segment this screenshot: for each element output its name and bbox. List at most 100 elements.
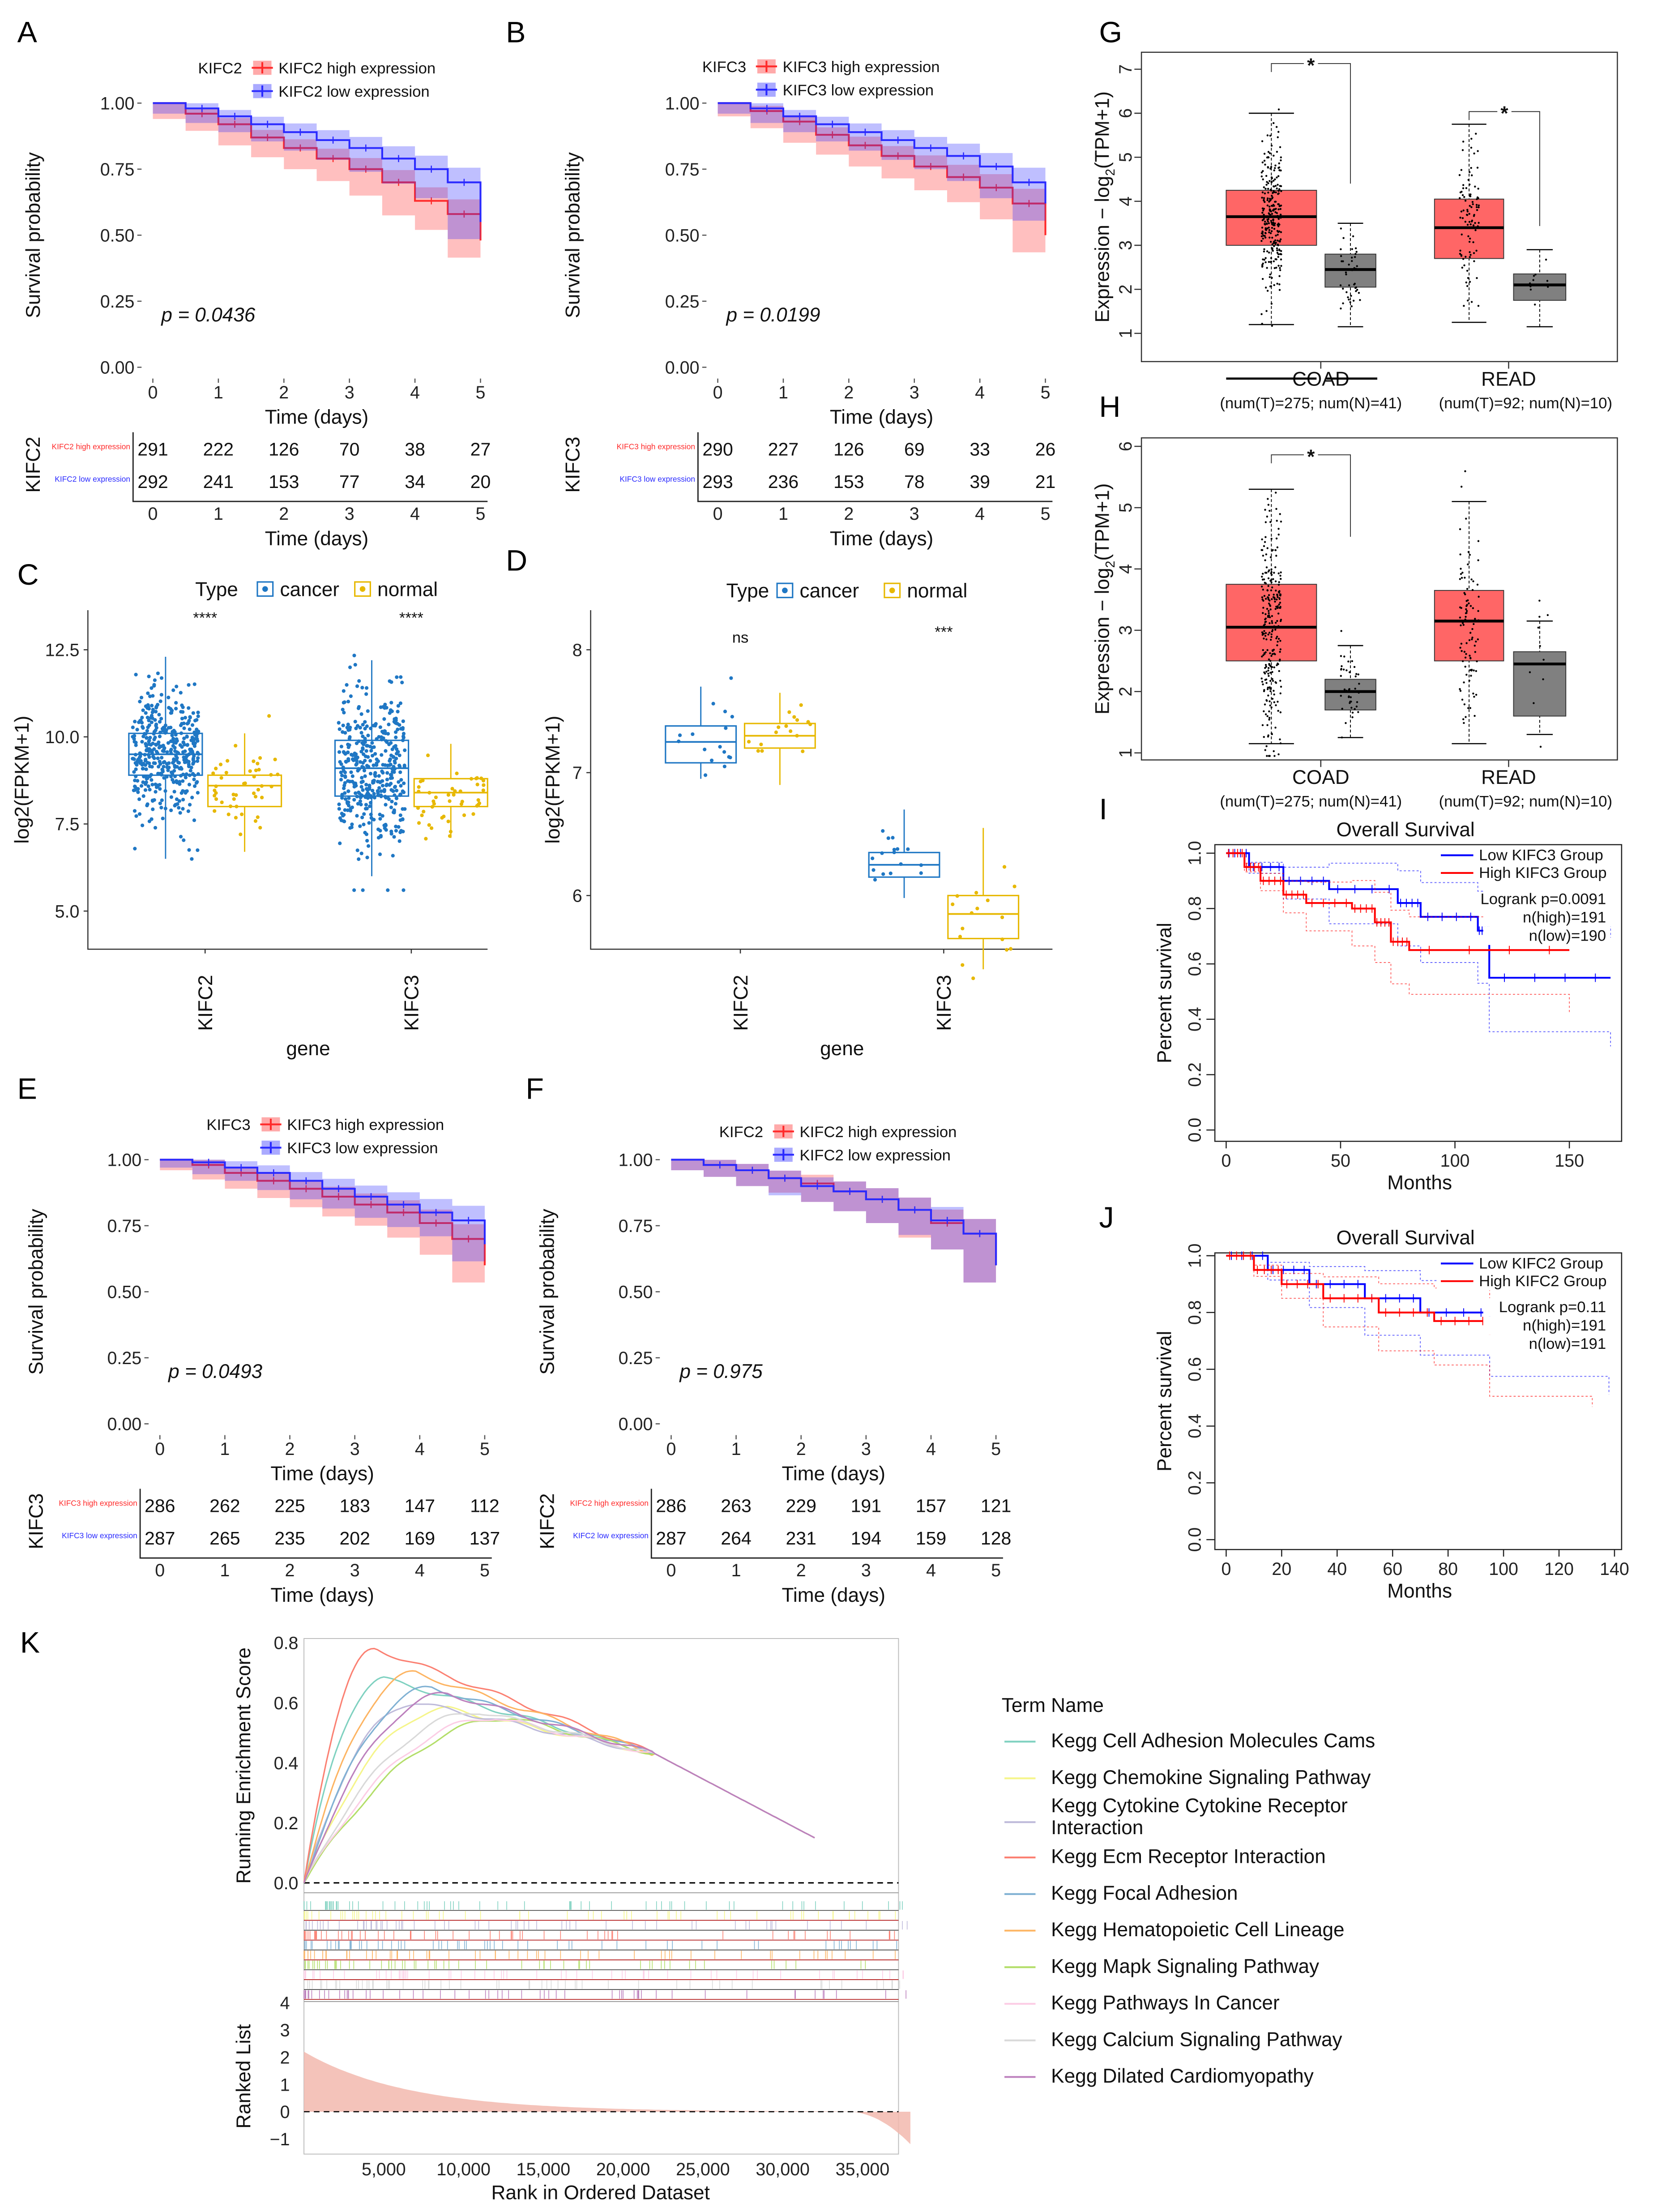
data-point xyxy=(1347,660,1350,663)
data-point xyxy=(420,813,424,817)
data-point xyxy=(141,708,145,712)
data-point xyxy=(169,739,174,743)
data-point xyxy=(1459,690,1462,692)
risk-count: 286 xyxy=(656,1496,686,1516)
data-point xyxy=(1261,227,1264,229)
data-point xyxy=(1261,278,1264,280)
axes xyxy=(87,610,488,950)
data-point xyxy=(1277,223,1279,226)
risk-count: 241 xyxy=(203,471,234,492)
data-point xyxy=(1270,176,1273,179)
data-point xyxy=(134,743,138,747)
data-point xyxy=(1279,650,1281,653)
data-point xyxy=(1465,214,1468,216)
panel-letter: I xyxy=(1099,793,1107,826)
data-point xyxy=(171,736,175,740)
data-point xyxy=(269,773,273,777)
data-point xyxy=(1269,273,1271,276)
data-point xyxy=(1468,240,1471,243)
data-point xyxy=(1459,616,1461,619)
risk-x-tick-label: 3 xyxy=(350,1561,360,1580)
data-point xyxy=(1350,295,1352,297)
data-point xyxy=(1476,583,1479,586)
data-point xyxy=(389,782,393,786)
data-point xyxy=(155,702,160,707)
data-point xyxy=(365,839,369,843)
data-point xyxy=(339,770,343,774)
data-point xyxy=(1265,671,1268,673)
data-point xyxy=(422,809,426,813)
data-point xyxy=(1477,610,1479,612)
data-point xyxy=(1469,620,1471,622)
data-point xyxy=(886,836,890,840)
data-point xyxy=(1271,697,1274,700)
data-point xyxy=(1277,607,1279,609)
data-point xyxy=(1270,145,1273,147)
data-point xyxy=(1352,299,1355,302)
data-point xyxy=(1277,583,1280,586)
data-point xyxy=(1266,290,1269,292)
y-tick-label: 1.00 xyxy=(665,94,700,114)
confidence-line xyxy=(1226,1255,1610,1395)
x-tick-label: 4 xyxy=(410,383,420,402)
data-point xyxy=(1261,631,1264,633)
data-point xyxy=(1277,572,1280,575)
data-point xyxy=(1267,220,1269,222)
data-point xyxy=(1268,719,1270,721)
y-tick-label: 0.75 xyxy=(665,160,700,180)
data-point xyxy=(1460,169,1463,171)
data-point xyxy=(1279,208,1281,210)
legend-label: Kegg Dilated Cardiomyopathy xyxy=(1051,2065,1314,2087)
data-point xyxy=(1342,260,1344,262)
data-point xyxy=(1274,629,1277,631)
data-point xyxy=(1465,616,1467,618)
data-point xyxy=(339,778,343,782)
data-point xyxy=(375,761,379,765)
data-point xyxy=(372,745,376,749)
data-point xyxy=(961,963,965,967)
y-tick-label: 0.8 xyxy=(1185,1300,1205,1325)
data-point xyxy=(161,817,165,821)
data-point xyxy=(382,788,387,792)
legend-title: KIFC2 xyxy=(198,60,242,77)
data-point xyxy=(1460,624,1462,627)
data-point xyxy=(1464,593,1466,595)
data-point xyxy=(379,793,383,797)
data-point xyxy=(1345,271,1347,274)
data-point xyxy=(145,802,149,806)
data-point xyxy=(398,770,402,774)
data-point xyxy=(394,757,398,761)
data-point xyxy=(1269,660,1272,662)
data-point xyxy=(1271,622,1273,624)
data-point xyxy=(1279,269,1281,271)
x-tick-label: 1 xyxy=(220,1439,230,1459)
data-point xyxy=(1277,596,1279,598)
data-point xyxy=(1269,240,1272,243)
data-point xyxy=(1277,590,1280,593)
data-point xyxy=(219,776,223,780)
data-point xyxy=(357,679,361,683)
legend-label: Low KIFC3 Group xyxy=(1479,847,1603,864)
data-point xyxy=(152,684,156,688)
data-point xyxy=(1265,310,1268,312)
data-point xyxy=(252,759,256,763)
data-point xyxy=(157,772,161,776)
risk-count: 236 xyxy=(768,471,799,492)
data-point xyxy=(723,710,727,714)
data-point xyxy=(394,752,399,756)
data-point xyxy=(1262,209,1264,212)
data-point xyxy=(145,706,149,710)
data-point xyxy=(149,686,154,690)
data-point xyxy=(1276,593,1278,596)
data-point xyxy=(1273,693,1275,696)
x-axis-label: gene xyxy=(820,1038,864,1060)
data-point xyxy=(1463,304,1465,307)
data-point xyxy=(1465,608,1467,611)
data-point xyxy=(1276,249,1278,252)
data-point xyxy=(257,768,261,772)
data-point xyxy=(455,771,459,775)
data-point xyxy=(1462,209,1465,212)
data-point xyxy=(1270,222,1273,224)
x-tick-label: 2 xyxy=(796,1439,806,1459)
